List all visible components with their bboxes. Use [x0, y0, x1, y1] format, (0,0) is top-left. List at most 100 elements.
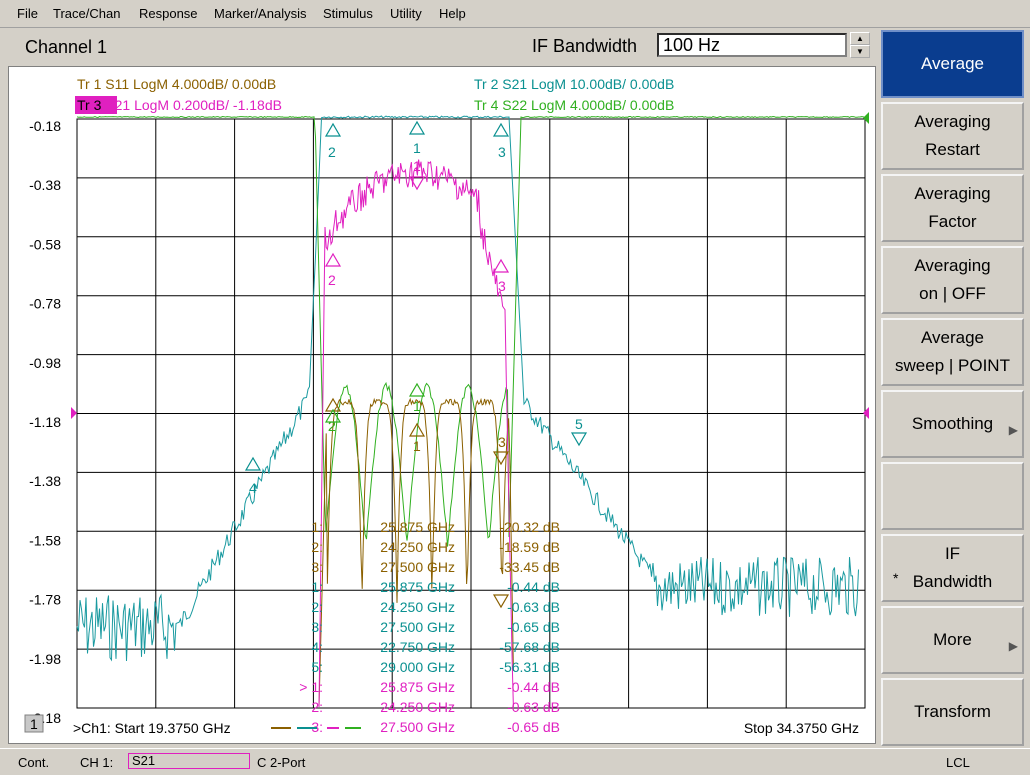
marker-row-index: 3: — [311, 719, 323, 735]
menu-file[interactable]: File — [17, 6, 38, 21]
softkey-label: Restart — [925, 140, 980, 159]
marker-label: 2 — [328, 418, 336, 434]
ref4-right-icon — [863, 112, 869, 124]
marker-triangle-icon — [324, 408, 342, 423]
marker-row-index: 3: — [311, 619, 323, 635]
softkey-if-bandwidth[interactable]: IF Bandwidth * — [881, 534, 1024, 602]
marker-triangle-icon — [244, 456, 262, 471]
marker-row-value: -0.63 dB — [507, 699, 560, 715]
marker-row-index: 2: — [311, 539, 323, 555]
status-lcl: LCL — [946, 755, 970, 770]
softkey-averaging-restart[interactable]: Averaging Restart — [881, 102, 1024, 170]
softkey-label: Factor — [928, 212, 977, 231]
softkey-label: on | OFF — [919, 284, 986, 303]
softkey-averaging-on-off[interactable]: Averaging on | OFF — [881, 246, 1024, 314]
softkey-label: Averaging — [914, 256, 991, 275]
measurement-plot: Tr 1 S11 LogM 4.000dB/ 0.00dB Tr 2 S21 L… — [24, 76, 869, 736]
softkey-label: IF — [944, 544, 961, 563]
softkey-blank[interactable] — [881, 462, 1024, 530]
trace4-s22 — [76, 115, 865, 547]
marker-row-index: 5: — [311, 659, 323, 675]
ref-right-icon — [863, 407, 869, 419]
marker-row-value: -0.63 dB — [507, 599, 560, 615]
marker-triangle-icon — [408, 422, 426, 437]
marker-row-index: 2: — [311, 599, 323, 615]
marker-row-freq: 24.250 GHz — [380, 539, 455, 555]
ifbw-input[interactable] — [657, 33, 847, 57]
y-tick-label: -0.58 — [29, 236, 61, 252]
marker-row-value: -0.65 dB — [507, 719, 560, 735]
ref-left-icon — [71, 407, 77, 419]
marker-row-freq: 25.875 GHz — [380, 579, 455, 595]
softkey-label: Bandwidth — [912, 572, 993, 591]
marker-triangle-icon — [492, 594, 510, 609]
status-param[interactable]: S21 — [128, 753, 250, 769]
y-tick-label: -0.18 — [29, 118, 61, 134]
channel-number-box — [24, 714, 44, 733]
marker-triangle-icon — [408, 382, 426, 397]
ifbw-spinner[interactable]: ▲ ▼ — [850, 32, 870, 60]
softkey-label: Averaging — [914, 184, 991, 203]
marker-row-index: 1: — [311, 579, 323, 595]
trace1-s11 — [318, 397, 514, 708]
menu-stimulus[interactable]: Stimulus — [323, 6, 373, 21]
marker-row-freq: 24.250 GHz — [380, 599, 455, 615]
marker-row-freq: 22.750 GHz — [380, 639, 455, 655]
menu-bar: File Trace/Chan Response Marker/Analysis… — [0, 0, 1030, 28]
submenu-arrow-icon: ▶ — [1008, 423, 1018, 437]
softkey-transform[interactable]: Transform — [881, 678, 1024, 746]
marker-triangle-icon — [408, 176, 426, 191]
trace4-label: Tr 4 S22 LogM 4.000dB/ 0.00dB — [474, 97, 674, 113]
softkey-label: sweep | POINT — [895, 356, 1010, 375]
marker-row-index: 3: — [311, 559, 323, 575]
spin-down-icon[interactable]: ▼ — [850, 45, 870, 58]
ifbw-label: IF Bandwidth — [532, 36, 638, 56]
status-mode: Cont. — [18, 755, 50, 770]
y-tick-label: -1.18 — [29, 414, 61, 430]
marker-row-freq: 29.000 GHz — [380, 659, 455, 675]
softkey-averaging-factor[interactable]: Averaging Factor — [881, 174, 1024, 242]
softkey-label: Average — [920, 328, 984, 347]
marker-label: 2 — [328, 144, 336, 160]
marker-row-value: -0.44 dB — [507, 679, 560, 695]
marker-label: 2 — [328, 272, 336, 288]
trace2-label: Tr 2 S21 LogM 10.00dB/ 0.00dB — [474, 76, 674, 92]
channel-title: Channel 1 — [25, 37, 108, 57]
marker-label: 1 — [413, 398, 421, 414]
y-tick-label: -0.38 — [29, 177, 61, 193]
menu-help[interactable]: Help — [439, 6, 466, 21]
marker-label: 4 — [249, 480, 257, 496]
marker-row-value: -57.68 dB — [499, 639, 560, 655]
softkey-label: More — [933, 630, 972, 649]
marker-row-value: -33.45 dB — [499, 559, 560, 575]
trace3-highlight — [75, 96, 117, 114]
status-channel: CH 1: — [80, 755, 114, 770]
marker-row-index: 1: — [311, 519, 323, 535]
plot-grid — [76, 118, 866, 709]
selected-star-icon: * — [893, 570, 899, 586]
y-tick-label: -1.78 — [29, 592, 61, 608]
marker-row-value: -0.65 dB — [507, 619, 560, 635]
softkey-label: Transform — [914, 702, 991, 721]
softkey-smoothing[interactable]: Smoothing ▶ — [881, 390, 1024, 458]
y-tick-labels: -0.18 -0.38 -0.58 -0.78 -0.98 -1.18 -1.38 -1.58… — [29, 118, 61, 726]
menu-response[interactable]: Response — [139, 6, 198, 21]
start-label: >Ch1: Start 19.3750 GHz — [73, 720, 231, 736]
marker-label: 5 — [575, 416, 583, 432]
softkey-label: Average — [920, 54, 984, 73]
marker-triangle-icon — [570, 432, 588, 447]
menu-utility[interactable]: Utility — [390, 6, 422, 21]
y-tick-label: -1.98 — [29, 651, 61, 667]
softkey-average[interactable]: Average — [881, 30, 1024, 98]
y-tick-label: -0.78 — [29, 296, 61, 312]
marker-row-index: 4: — [311, 639, 323, 655]
marker-row-freq: 25.875 GHz — [380, 519, 455, 535]
menu-trace-chan[interactable]: Trace/Chan — [53, 6, 121, 21]
marker-row-index: 2: — [311, 699, 323, 715]
softkey-average-sweep-point[interactable]: Average sweep | POINT — [881, 318, 1024, 386]
softkey-more[interactable]: More ▶ — [881, 606, 1024, 674]
menu-marker-analysis[interactable]: Marker/Analysis — [214, 6, 307, 21]
spin-up-icon[interactable]: ▲ — [850, 32, 870, 45]
submenu-arrow-icon: ▶ — [1008, 639, 1018, 653]
